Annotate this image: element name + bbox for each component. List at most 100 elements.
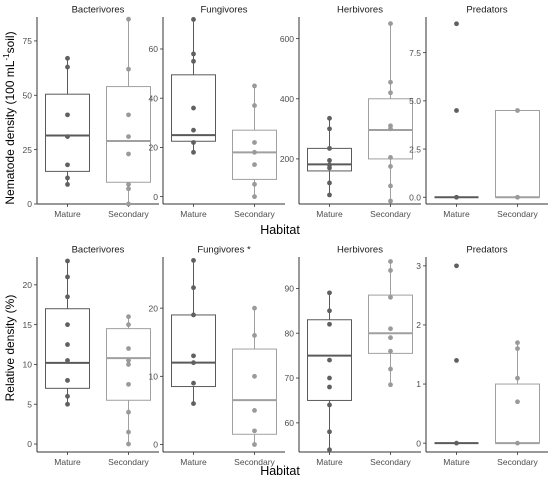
data-point [388, 126, 393, 132]
data-point [191, 58, 196, 64]
data-point [454, 21, 459, 27]
panel-strip [37, 1, 159, 17]
data-point [252, 194, 257, 200]
data-point [515, 194, 520, 200]
box-secondary [368, 259, 413, 388]
data-point [388, 198, 393, 204]
box-iqr [171, 314, 216, 388]
data-point [454, 263, 459, 269]
data-point [191, 17, 196, 22]
y-tick-label: 1 [416, 379, 421, 389]
data-point [126, 182, 131, 187]
x-axis-title-top: Habitat [260, 223, 300, 237]
y-tick-label: 5.0 [409, 96, 421, 106]
data-point [65, 358, 70, 363]
data-point [388, 183, 393, 189]
data-point [454, 108, 459, 113]
data-point [388, 259, 393, 264]
box-iqr [368, 294, 413, 354]
panel-title: Herbivores [337, 245, 383, 256]
panel-2-1: Bacterivores 0 5 10 15 20 Mature Secondary [23, 241, 159, 467]
data-point [126, 346, 131, 351]
box-mature [171, 17, 216, 155]
y-tick-label: 200 [280, 154, 294, 164]
y-tick-label: 400 [280, 94, 294, 104]
data-point [126, 322, 131, 328]
data-point [327, 145, 332, 151]
y-axis-title-top-main: Nematode density (100 mL [3, 60, 17, 204]
data-point [65, 162, 70, 168]
data-point [65, 55, 70, 61]
data-point [65, 258, 70, 264]
data-point [191, 258, 196, 263]
data-point [388, 326, 393, 332]
box-secondary [368, 21, 413, 204]
box-iqr [232, 129, 277, 180]
y-tick-label: 0 [153, 440, 158, 450]
data-point [191, 140, 196, 145]
data-point [191, 360, 196, 366]
data-point [126, 186, 131, 192]
data-point [65, 393, 70, 399]
data-point [388, 382, 393, 388]
box-secondary [232, 305, 277, 447]
box-iqr [232, 348, 277, 435]
panel-2-4: Predators 0 1 2 3 Mature Secondary [416, 241, 548, 467]
data-point [388, 21, 393, 27]
y-tick-label: 15 [23, 320, 33, 330]
data-point [388, 294, 393, 300]
data-point [388, 348, 393, 354]
data-point [515, 340, 520, 346]
data-point [126, 429, 131, 435]
data-point [126, 16, 131, 22]
y-tick-label: 25 [23, 145, 33, 155]
data-point [327, 375, 332, 381]
box-mature [307, 290, 352, 453]
panel-strip [163, 1, 285, 17]
data-point [252, 140, 257, 145]
data-point [515, 108, 520, 113]
y-tick-label: 50 [23, 90, 33, 100]
box-mature [45, 258, 90, 407]
data-point [252, 428, 257, 434]
data-point [126, 134, 131, 139]
x-tick-label: Secondary [234, 209, 275, 219]
data-point [327, 158, 332, 163]
box-iqr [45, 308, 90, 389]
data-point [126, 112, 131, 118]
box-mature [45, 55, 90, 187]
data-point [126, 201, 131, 207]
data-point [191, 401, 196, 406]
data-point [327, 447, 332, 453]
data-point [454, 194, 459, 200]
y-tick-label: 10 [149, 372, 159, 382]
x-tick-label: Mature [316, 457, 343, 467]
data-point [515, 440, 520, 446]
x-tick-label: Secondary [108, 209, 149, 219]
data-point [388, 164, 393, 169]
data-point [454, 440, 459, 446]
y-tick-label: 0 [27, 439, 32, 449]
box-secondary [106, 314, 151, 447]
data-point [252, 149, 257, 155]
box-iqr [45, 93, 90, 172]
panel-2-3: Herbivores 60 70 80 90 Mature Secondary [285, 241, 421, 467]
panel-title: Fungivores * [197, 245, 251, 256]
x-tick-label: Mature [54, 457, 81, 467]
data-point [388, 155, 393, 160]
data-point [327, 290, 332, 296]
x-tick-label: Mature [316, 209, 343, 219]
data-point [126, 66, 131, 72]
data-point [252, 83, 257, 89]
data-point [191, 149, 196, 155]
box-mature [434, 21, 479, 200]
data-point [191, 353, 196, 359]
x-tick-label: Secondary [370, 209, 411, 219]
y-tick-label: 40 [149, 93, 159, 103]
box-secondary [232, 83, 277, 200]
data-point [388, 366, 393, 372]
data-point [65, 401, 70, 407]
data-point [515, 399, 520, 405]
